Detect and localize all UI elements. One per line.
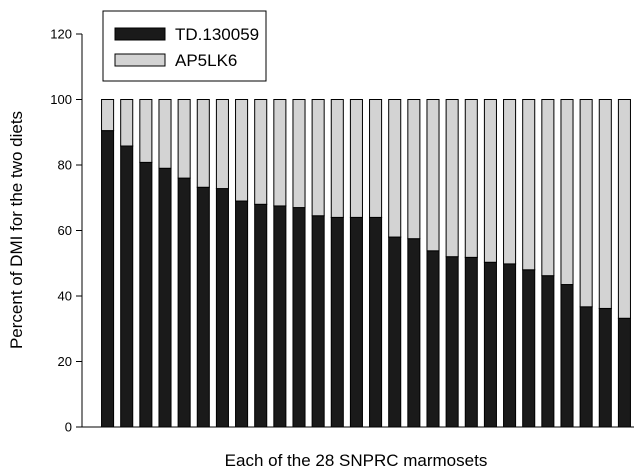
bar-td130059-5 — [177, 177, 191, 428]
bar-ap5lk6-12 — [311, 99, 325, 217]
legend-swatch-td130059 — [114, 27, 166, 41]
y-tick-label: 60 — [58, 223, 72, 238]
bar-td130059-6 — [196, 186, 210, 428]
bar-td130059-11 — [292, 207, 306, 428]
bar-td130059-23 — [522, 269, 536, 428]
bar-td130059-26 — [579, 306, 593, 428]
legend-label-ap5lk6: AP5LK6 — [175, 51, 237, 70]
bar-td130059-17 — [407, 238, 421, 428]
y-tick-label: 40 — [58, 289, 72, 304]
y-tick-label: 120 — [50, 27, 72, 42]
bar-td130059-28 — [617, 317, 631, 428]
bar-ap5lk6-6 — [196, 99, 210, 188]
bar-td130059-4 — [158, 167, 172, 428]
bar-ap5lk6-20 — [464, 99, 478, 258]
bar-ap5lk6-2 — [120, 99, 134, 147]
bar-ap5lk6-15 — [369, 99, 383, 218]
bar-ap5lk6-16 — [388, 99, 402, 238]
bar-td130059-27 — [598, 307, 612, 428]
bar-ap5lk6-11 — [292, 99, 306, 209]
bar-td130059-24 — [541, 275, 555, 428]
legend: TD.130059 AP5LK6 — [102, 10, 267, 82]
bar-td130059-25 — [560, 284, 574, 428]
bar-ap5lk6-1 — [101, 99, 115, 132]
bar-ap5lk6-27 — [598, 99, 612, 309]
y-tick-label: 80 — [58, 158, 72, 173]
bar-ap5lk6-23 — [522, 99, 536, 271]
bar-ap5lk6-14 — [349, 99, 363, 218]
bar-ap5lk6-13 — [330, 99, 344, 218]
bars-group — [101, 99, 631, 428]
y-tick-label: 100 — [50, 92, 72, 107]
bar-td130059-10 — [273, 205, 287, 428]
bar-td130059-9 — [254, 203, 268, 428]
bar-ap5lk6-25 — [560, 99, 574, 286]
legend-swatch-ap5lk6 — [114, 53, 166, 67]
bar-ap5lk6-22 — [503, 99, 517, 265]
bar-ap5lk6-26 — [579, 99, 593, 308]
bar-ap5lk6-3 — [139, 99, 153, 163]
y-tick-label: 0 — [65, 420, 72, 435]
bar-td130059-1 — [101, 130, 115, 428]
bar-ap5lk6-19 — [445, 99, 459, 258]
bar-td130059-18 — [426, 250, 440, 428]
legend-box — [102, 10, 267, 82]
bar-ap5lk6-9 — [254, 99, 268, 205]
y-tick-label: 20 — [58, 354, 72, 369]
bar-ap5lk6-7 — [215, 99, 229, 190]
bar-ap5lk6-24 — [541, 99, 555, 277]
bar-ap5lk6-17 — [407, 99, 421, 240]
bar-td130059-2 — [120, 145, 134, 428]
y-ticks-group: 0 20 40 60 80 100 120 — [50, 27, 82, 435]
bar-td130059-7 — [215, 188, 229, 428]
bar-ap5lk6-18 — [426, 99, 440, 252]
x-axis-title: Each of the 28 SNPRC marmosets — [225, 451, 488, 470]
bar-td130059-19 — [445, 256, 459, 428]
bar-td130059-16 — [388, 236, 402, 428]
bar-td130059-8 — [235, 200, 249, 428]
bar-td130059-22 — [503, 263, 517, 428]
bar-td130059-12 — [311, 215, 325, 428]
bar-ap5lk6-5 — [177, 99, 191, 179]
bar-td130059-13 — [330, 216, 344, 428]
bar-ap5lk6-28 — [617, 99, 631, 319]
bar-td130059-3 — [139, 161, 153, 428]
bar-ap5lk6-8 — [235, 99, 249, 202]
bar-ap5lk6-21 — [483, 99, 497, 263]
bar-td130059-14 — [349, 216, 363, 428]
legend-label-td130059: TD.130059 — [175, 25, 259, 44]
bar-ap5lk6-4 — [158, 99, 172, 169]
bar-td130059-20 — [464, 256, 478, 428]
bar-td130059-21 — [483, 261, 497, 428]
bar-ap5lk6-10 — [273, 99, 287, 207]
y-axis-title: Percent of DMI for the two diets — [7, 111, 26, 349]
bar-td130059-15 — [369, 216, 383, 428]
